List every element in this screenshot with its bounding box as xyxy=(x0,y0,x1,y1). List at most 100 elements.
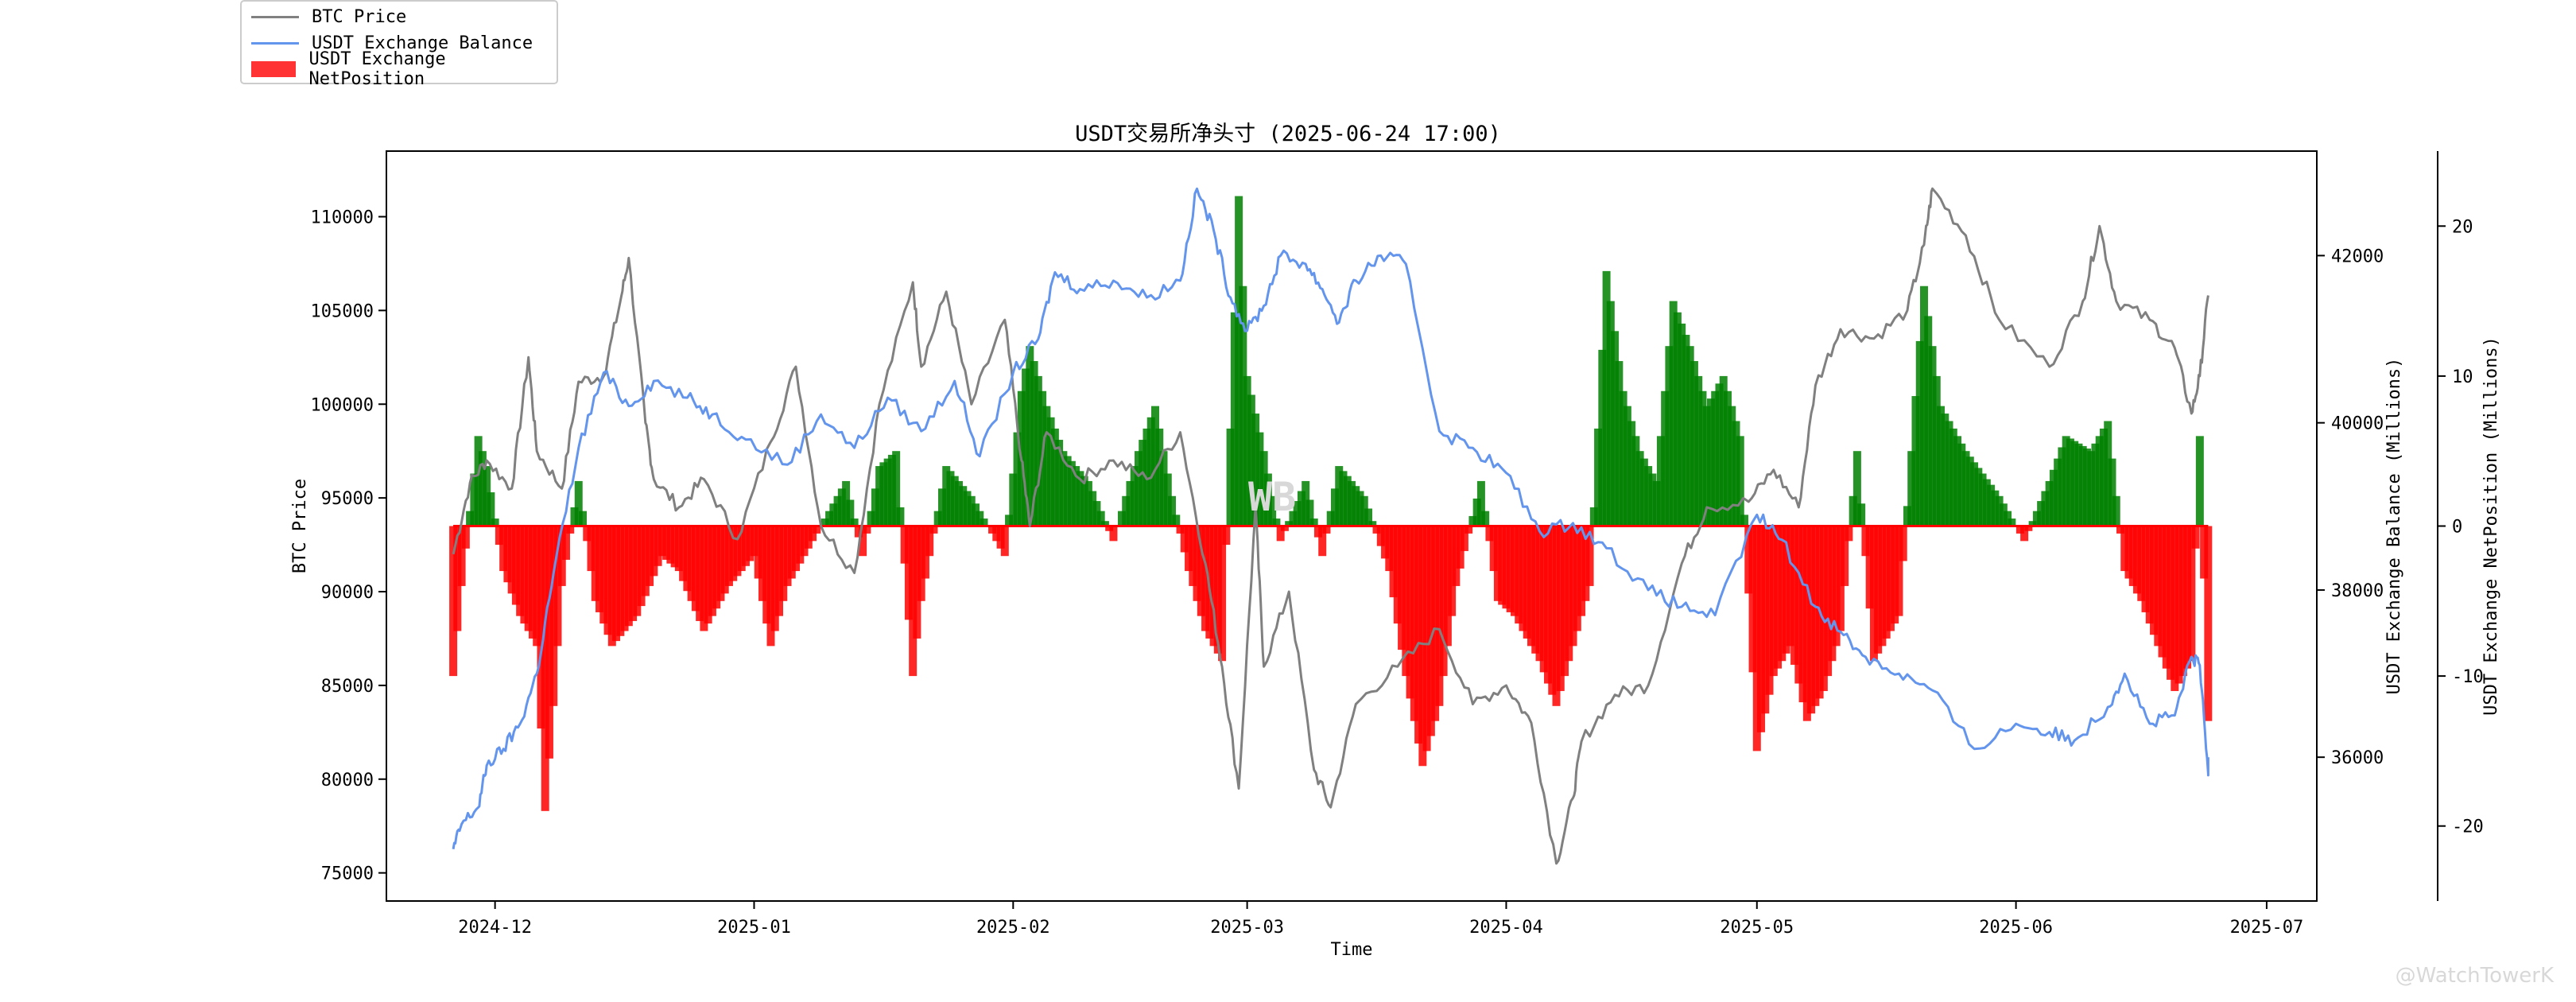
netposition-bar xyxy=(1030,361,1038,526)
netposition-bar xyxy=(2041,491,2050,526)
y-left-tick-label: 85000 xyxy=(321,677,374,697)
netposition-bar xyxy=(2062,436,2070,526)
netposition-bar xyxy=(1995,495,2004,526)
netposition-bar xyxy=(950,476,959,526)
netposition-bar xyxy=(825,511,834,526)
netposition-bar xyxy=(1130,466,1139,526)
netposition-bar xyxy=(2162,526,2171,669)
y-left-axis-label: BTC Price xyxy=(290,479,310,573)
netposition-bar xyxy=(1088,491,1097,526)
netposition-bar xyxy=(779,526,788,601)
netposition-bar xyxy=(1631,436,1640,526)
netposition-bar xyxy=(1168,495,1177,526)
netposition-bar xyxy=(2195,436,2204,526)
netposition-bar xyxy=(1393,526,1402,624)
legend-item-usdt-balance: USDT Exchange Balance xyxy=(251,31,533,55)
netposition-bar xyxy=(511,526,520,605)
netposition-bar xyxy=(1953,436,1962,526)
netposition-bar xyxy=(1063,456,1072,526)
netposition-bar xyxy=(1869,526,1878,662)
netposition-bar xyxy=(1523,526,1531,639)
netposition-bar xyxy=(1339,471,1348,526)
netposition-bar xyxy=(461,526,470,549)
netposition-bar xyxy=(1807,526,1816,714)
netposition-bar xyxy=(1084,480,1092,526)
netposition-bar xyxy=(1146,417,1155,526)
netposition-bar xyxy=(1418,526,1427,767)
netposition-bar xyxy=(1845,526,1853,542)
netposition-bar xyxy=(1163,473,1172,526)
netposition-bar xyxy=(2187,526,2196,662)
netposition-bar xyxy=(2032,511,2041,526)
x-tick-label: 2025-02 xyxy=(976,918,1050,938)
netposition-bar xyxy=(696,526,704,621)
netposition-bar xyxy=(1937,406,1946,526)
netposition-bar xyxy=(737,526,746,572)
netposition-bar xyxy=(1343,476,1352,526)
y-left-tick-label: 95000 xyxy=(321,489,374,509)
netposition-bar xyxy=(1280,526,1289,531)
netposition-bar xyxy=(967,495,976,526)
netposition-bar xyxy=(854,526,863,538)
netposition-bar xyxy=(650,526,658,577)
netposition-bar xyxy=(1197,526,1205,616)
netposition-bar xyxy=(1907,451,1916,526)
netposition-bar xyxy=(1932,375,1941,526)
x-tick-label: 2025-03 xyxy=(1210,918,1284,938)
netposition-bar xyxy=(2066,438,2074,526)
netposition-bar xyxy=(1414,526,1423,744)
netposition-bar xyxy=(863,526,871,534)
netposition-bar xyxy=(1606,301,1615,526)
netposition-bar xyxy=(507,526,516,594)
legend-label: BTC Price xyxy=(312,6,407,27)
netposition-bar xyxy=(1673,312,1682,526)
netposition-bar xyxy=(596,526,604,612)
netposition-bar xyxy=(1736,436,1744,526)
line-usdt-exchange-balance xyxy=(452,187,2209,850)
netposition-bar xyxy=(1694,375,1703,526)
netposition-bar xyxy=(1891,526,1899,624)
netposition-bar xyxy=(2178,526,2187,677)
y-left-tick-label: 105000 xyxy=(311,301,374,321)
netposition-bar xyxy=(1627,421,1636,526)
netposition-bar xyxy=(1790,526,1799,665)
netposition-bar xyxy=(892,451,901,526)
netposition-bar xyxy=(1556,526,1565,691)
netposition-bar xyxy=(1456,526,1465,569)
line-btc-price xyxy=(452,187,2209,865)
netposition-bar xyxy=(837,488,846,526)
netposition-bar xyxy=(1723,390,1732,526)
netposition-bar xyxy=(1289,511,1298,526)
x-axis-label: Time xyxy=(1331,940,1373,960)
netposition-bar xyxy=(1585,526,1594,586)
netposition-bar xyxy=(1794,526,1803,684)
legend: BTC Price USDT Exchange Balance USDT Exc… xyxy=(240,0,558,89)
netposition-bar xyxy=(474,436,483,526)
series-lines xyxy=(452,187,2209,865)
netposition-bar xyxy=(2095,436,2104,526)
netposition-bar xyxy=(1155,428,1164,526)
netposition-bar xyxy=(1468,515,1477,526)
netposition-bar xyxy=(491,518,499,526)
netposition-bar xyxy=(859,526,867,557)
netposition-bar xyxy=(1965,456,1974,526)
netposition-bar xyxy=(871,488,879,526)
netposition-bar xyxy=(2049,469,2058,526)
netposition-bar xyxy=(662,526,671,560)
netposition-bar xyxy=(641,526,650,596)
netposition-bar xyxy=(1180,526,1189,553)
netposition-bar xyxy=(1481,511,1490,526)
netposition-bar xyxy=(1886,526,1895,631)
netposition-bar xyxy=(2191,526,2200,549)
netposition-bar xyxy=(1092,501,1101,526)
netposition-bar xyxy=(1774,526,1783,669)
netposition-bar xyxy=(1961,451,1970,526)
netposition-bar xyxy=(520,526,529,624)
netposition-bar xyxy=(2015,526,2024,534)
netposition-bar xyxy=(1548,526,1557,695)
netposition-bar xyxy=(1811,526,1820,706)
x-tick-label: 2024-12 xyxy=(458,918,532,938)
watermark: WB xyxy=(1248,474,1297,520)
netposition-bar xyxy=(1510,526,1519,616)
